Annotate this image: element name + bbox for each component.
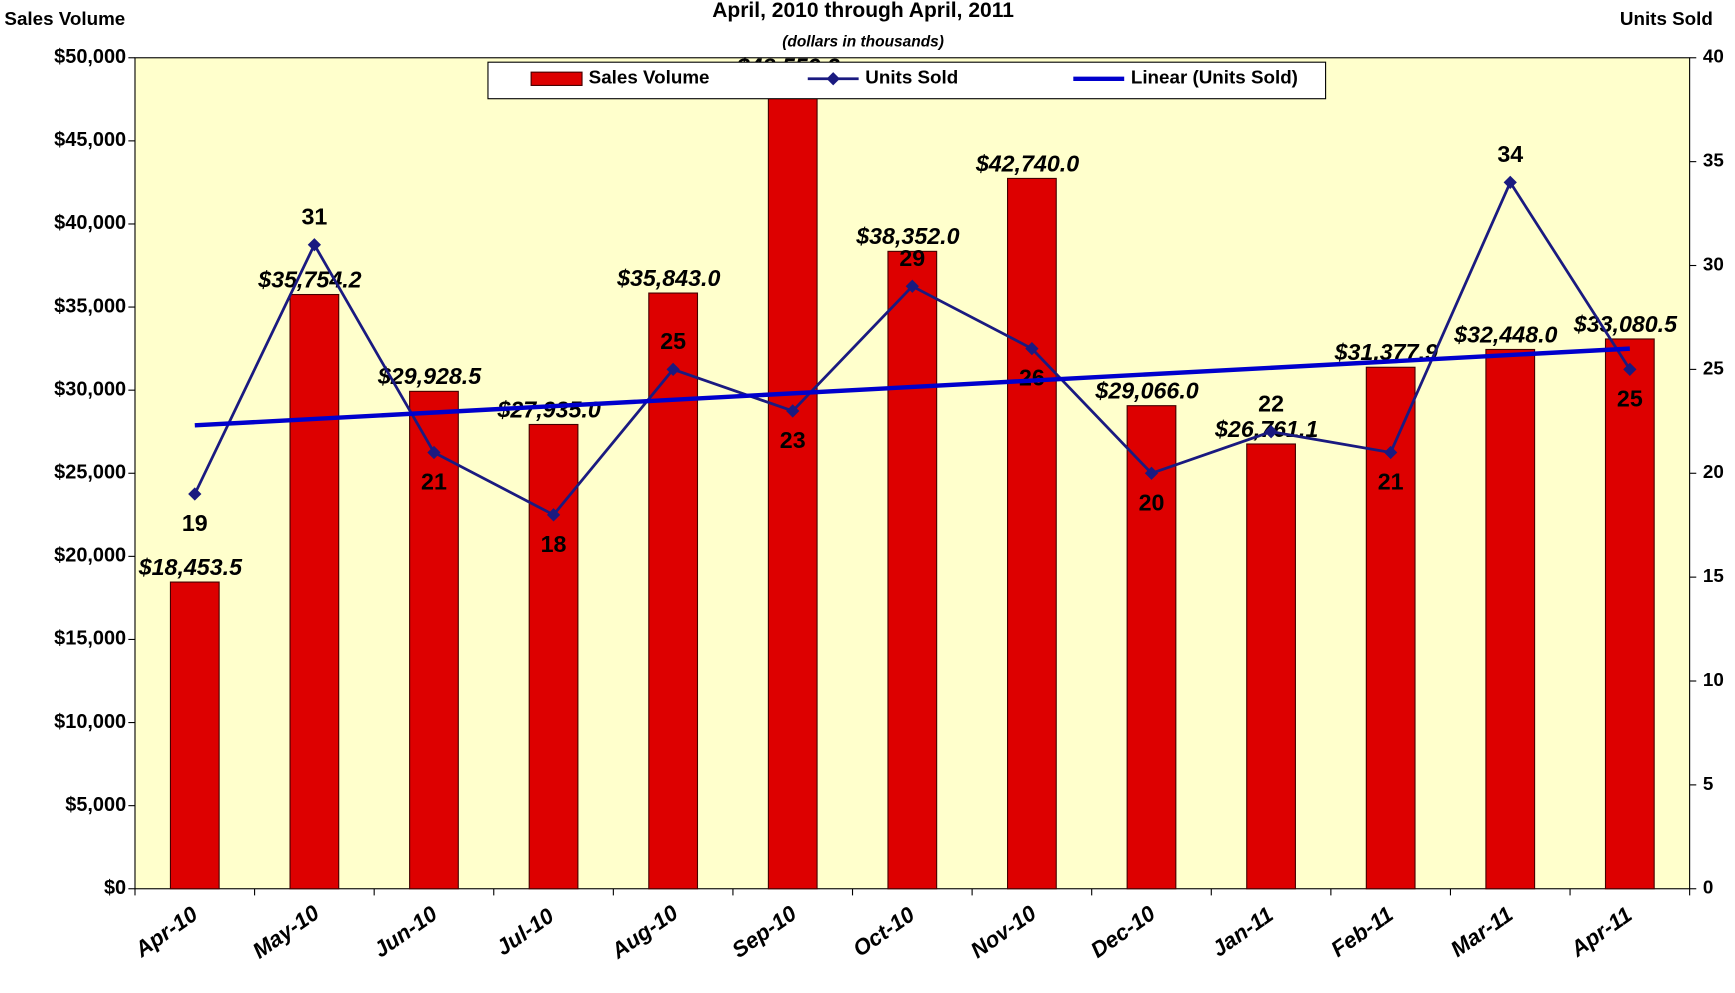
line-marker xyxy=(1623,362,1637,377)
y-tick-label: $35,000 xyxy=(54,295,126,317)
y2-tick-label: 30 xyxy=(1703,253,1724,274)
bar xyxy=(648,292,699,890)
bar xyxy=(887,250,938,890)
y-tick-label: $20,000 xyxy=(54,545,126,567)
line-value-label: 20 xyxy=(1139,489,1165,515)
line-value-label: 22 xyxy=(1258,390,1284,416)
line-value-label: 18 xyxy=(541,531,567,557)
line-value-label: 21 xyxy=(421,469,447,495)
y2-tick-label: 0 xyxy=(1703,877,1713,898)
line-marker xyxy=(905,279,919,293)
line-value-label: 26 xyxy=(1019,365,1045,391)
bar xyxy=(1246,443,1296,890)
legend-swatch xyxy=(530,71,583,86)
x-tick-label: Nov-10 xyxy=(966,900,1041,963)
line-marker xyxy=(1503,175,1517,190)
line-value-label: 25 xyxy=(660,328,686,354)
marks: $0 $5,000 $10,000 $15,000 $20,000 $25,000 $30,… xyxy=(54,46,1724,964)
y2-tick-label: 20 xyxy=(1703,461,1724,482)
line-value-label: 23 xyxy=(780,427,806,453)
bar xyxy=(1485,348,1536,890)
y2-tick-label: 40 xyxy=(1703,46,1724,67)
trend-line xyxy=(194,346,1630,428)
bar-value-label: $18,453.5 xyxy=(138,554,243,580)
line-value-label: 31 xyxy=(301,203,327,229)
y-axis-label: Sales Volume xyxy=(4,8,125,29)
y2-tick-label: 35 xyxy=(1703,150,1724,171)
chart-subtitle: (dollars in thousands) xyxy=(782,33,944,50)
x-tick-label: Jun-10 xyxy=(369,901,442,963)
y-tick-label: $25,000 xyxy=(54,462,126,484)
x-tick-label: Mar-11 xyxy=(1446,901,1517,961)
legend-box xyxy=(487,61,1327,100)
y-tick-label: $10,000 xyxy=(54,711,126,733)
y2-axis-label: Units Sold xyxy=(1620,8,1713,29)
bar-value-label: $32,448.0 xyxy=(1453,321,1557,347)
x-tick-label: Feb-11 xyxy=(1326,901,1397,961)
bar-value-label: $35,754.2 xyxy=(257,266,361,292)
bar xyxy=(409,390,459,890)
line-value-label: 19 xyxy=(182,510,208,536)
bar-value-label: $38,352.0 xyxy=(855,223,959,249)
x-tick-label: May-10 xyxy=(248,900,324,964)
line-marker xyxy=(786,404,800,418)
legend-label: Sales Volume xyxy=(589,67,710,88)
line-value-label: 25 xyxy=(1617,386,1643,412)
bar-value-label: $29,928.5 xyxy=(377,363,482,389)
line-marker xyxy=(427,445,441,460)
y-tick-label: $50,000 xyxy=(54,46,126,68)
x-tick-label: Oct-10 xyxy=(848,901,919,961)
bar xyxy=(1126,405,1177,890)
x-tick-label: Dec-10 xyxy=(1086,900,1160,962)
x-tick-label: Aug-10 xyxy=(606,900,683,964)
y2-tick-label: 10 xyxy=(1703,669,1724,690)
line-value-label: 21 xyxy=(1378,469,1404,495)
y-tick-label: $0 xyxy=(104,877,126,899)
y-tick-label: $15,000 xyxy=(54,628,126,650)
bar xyxy=(169,581,220,890)
y-tick-label: $40,000 xyxy=(54,212,126,234)
bar xyxy=(1604,338,1655,890)
line-marker xyxy=(307,238,322,252)
bar-value-label: $33,080.5 xyxy=(1573,311,1678,337)
y2-tick-label: 25 xyxy=(1703,357,1724,378)
line-marker xyxy=(546,508,561,522)
x-tick-label: Apr-11 xyxy=(1565,902,1636,962)
line-marker xyxy=(1384,445,1398,460)
legend-label: Linear (Units Sold) xyxy=(1131,67,1298,88)
x-tick-label: Apr-10 xyxy=(129,901,202,963)
line-value-label: 34 xyxy=(1497,141,1523,167)
line-marker xyxy=(188,487,202,501)
bar-value-label: $42,740.0 xyxy=(975,150,1079,176)
y-tick-label: $30,000 xyxy=(54,378,126,400)
bar xyxy=(289,293,340,890)
line-value-label: 29 xyxy=(899,245,925,271)
x-tick-label: Sep-10 xyxy=(727,900,801,962)
bar xyxy=(767,81,818,890)
bar-value-label: $35,843.0 xyxy=(616,265,720,291)
bar xyxy=(1007,177,1057,890)
y-tick-label: $5,000 xyxy=(65,794,126,816)
bar-value-label: $29,066.0 xyxy=(1094,378,1198,404)
y-tick-label: $45,000 xyxy=(54,129,126,151)
x-tick-label: Jul-10 xyxy=(492,903,559,961)
legend: Sales Volume Units Sold Linear (Units Sold… xyxy=(487,61,1327,100)
bar xyxy=(528,423,579,890)
chart-title: April, 2010 through April, 2011 xyxy=(712,0,1014,22)
y2-tick-label: 5 xyxy=(1703,773,1713,794)
y2-tick-label: 15 xyxy=(1703,565,1724,586)
line-marker xyxy=(666,362,680,377)
x-tick-label: Jan-11 xyxy=(1207,902,1277,962)
bar xyxy=(1365,366,1416,890)
legend-label: Units Sold xyxy=(865,67,958,88)
